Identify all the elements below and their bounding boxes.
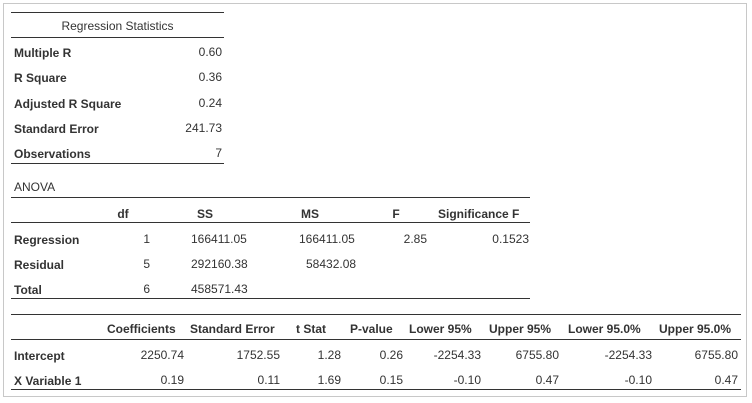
col-header-p-value: P-value (350, 322, 393, 336)
col-header-lower-95: Lower 95% (409, 322, 472, 336)
anova-cell-f: 2.85 (403, 232, 427, 246)
anova-row-label: Regression (14, 233, 80, 247)
coef-cell-lower-95: -2254.33 (433, 348, 481, 362)
coef-cell-lower-95-0: -0.10 (624, 373, 652, 387)
coef-cell-p-value: 0.26 (379, 348, 403, 362)
anova-cell-ms: 166411.05 (299, 232, 355, 246)
col-header-coefficients: Coefficients (107, 322, 176, 336)
regression-statistics-title: Regression Statistics (61, 19, 174, 33)
coef-cell-standard-error: 0.11 (257, 373, 280, 387)
coef-cell-t-stat: 1.28 (317, 348, 341, 362)
anova-title: ANOVA (14, 180, 56, 194)
col-header-f: F (392, 207, 400, 221)
col-header-ms: MS (301, 207, 319, 221)
coef-cell-lower-95-0: -2254.33 (604, 348, 652, 362)
stat-label: R Square (14, 71, 67, 85)
coef-cell-p-value: 0.15 (379, 373, 403, 387)
coef-cell-lower-95: -0.10 (453, 373, 481, 387)
col-header-significance-f: Significance F (438, 207, 520, 221)
col-header-df: df (117, 207, 129, 221)
col-header-standard-error: Standard Error (190, 322, 275, 336)
coef-cell-coefficient: 2250.74 (140, 348, 184, 362)
anova-cell-ss: 292160.38 (191, 257, 248, 271)
stat-value: 0.24 (198, 96, 222, 110)
table-rule (11, 389, 741, 390)
stat-value: 241.73 (185, 121, 222, 135)
table-rule (11, 339, 741, 340)
stat-label: Standard Error (14, 122, 99, 136)
anova-cell-ms: 58432.08 (306, 257, 357, 271)
stat-value: 0.60 (198, 45, 222, 59)
col-header-ss: SS (196, 207, 213, 221)
col-header-lower-95-0: Lower 95.0% (568, 322, 641, 336)
coef-cell-coefficient: 0.19 (160, 373, 184, 387)
table-rule (11, 314, 741, 315)
col-header-upper-95-0: Upper 95.0% (659, 322, 732, 336)
table-rule (11, 298, 530, 299)
col-header-upper-95: Upper 95% (489, 322, 552, 336)
table-rule (11, 197, 530, 198)
coef-cell-upper-95: 6755.80 (515, 348, 559, 362)
coef-row-label: Intercept (14, 349, 65, 363)
anova-cell-df: 1 (143, 232, 150, 246)
stat-label: Observations (14, 147, 91, 161)
table-rule (11, 37, 224, 38)
anova-cell-significance-f: 0.1523 (492, 232, 529, 246)
col-header-t-stat: t Stat (296, 322, 326, 336)
anova-cell-df: 5 (143, 257, 150, 271)
stat-label: Adjusted R Square (14, 97, 122, 111)
stat-value: 7 (215, 146, 222, 160)
output-frame (3, 3, 747, 397)
coef-cell-standard-error: 1752.55 (236, 348, 280, 362)
anova-row-label: Total (14, 283, 42, 297)
table-rule (11, 222, 530, 223)
stat-value: 0.36 (198, 70, 222, 84)
coef-cell-t-stat: 1.69 (317, 373, 341, 387)
stat-label: Multiple R (14, 46, 72, 60)
anova-row-label: Residual (14, 258, 65, 272)
table-rule (11, 163, 224, 164)
anova-cell-ss: 166411.05 (191, 232, 247, 246)
anova-cell-ss: 458571.43 (191, 282, 248, 296)
coef-cell-upper-95: 0.47 (535, 373, 559, 387)
coef-cell-upper-95-0: 6755.80 (694, 348, 738, 362)
anova-cell-df: 6 (143, 282, 150, 296)
coef-row-label: X Variable 1 (14, 374, 82, 388)
coef-cell-upper-95-0: 0.47 (714, 373, 738, 387)
table-rule (11, 12, 224, 13)
